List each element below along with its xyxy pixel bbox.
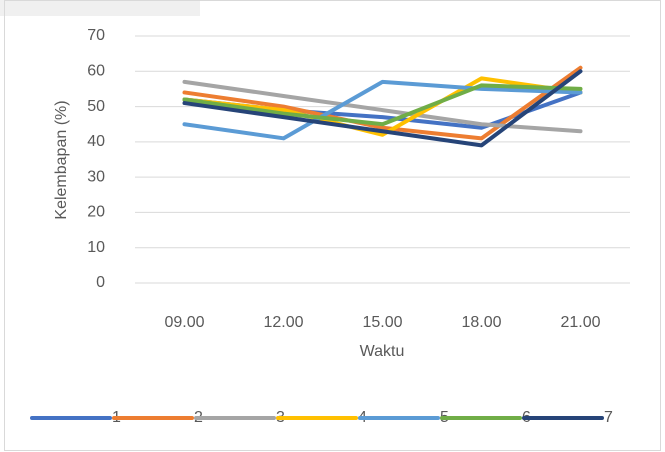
x-tick-label: 12.00 bbox=[263, 314, 303, 331]
series-line bbox=[182, 76, 583, 137]
chart-border bbox=[4, 0, 661, 451]
background-strip bbox=[0, 0, 200, 16]
y-tick-label: 0 bbox=[96, 274, 105, 291]
series-line bbox=[182, 69, 583, 148]
y-tick-label: 40 bbox=[87, 133, 105, 150]
x-tick-label: 18.00 bbox=[461, 314, 501, 331]
series-line bbox=[182, 79, 583, 134]
y-tick-label: 70 bbox=[87, 27, 105, 44]
x-tick-label: 21.00 bbox=[560, 314, 600, 331]
legend-label: 7 bbox=[604, 409, 613, 426]
series-line bbox=[182, 79, 583, 141]
y-axis-label: Kelembapan (%) bbox=[53, 100, 70, 219]
y-tick-label: 60 bbox=[87, 63, 105, 80]
series-line bbox=[182, 83, 583, 127]
x-tick-label: 15.00 bbox=[362, 314, 402, 331]
x-axis-label: Waktu bbox=[360, 343, 405, 360]
y-tick-label: 20 bbox=[87, 204, 105, 221]
series-line bbox=[182, 65, 583, 141]
y-tick-label: 50 bbox=[87, 98, 105, 115]
x-tick-label: 09.00 bbox=[164, 314, 204, 331]
y-tick-label: 10 bbox=[87, 239, 105, 256]
y-tick-label: 30 bbox=[87, 168, 105, 185]
